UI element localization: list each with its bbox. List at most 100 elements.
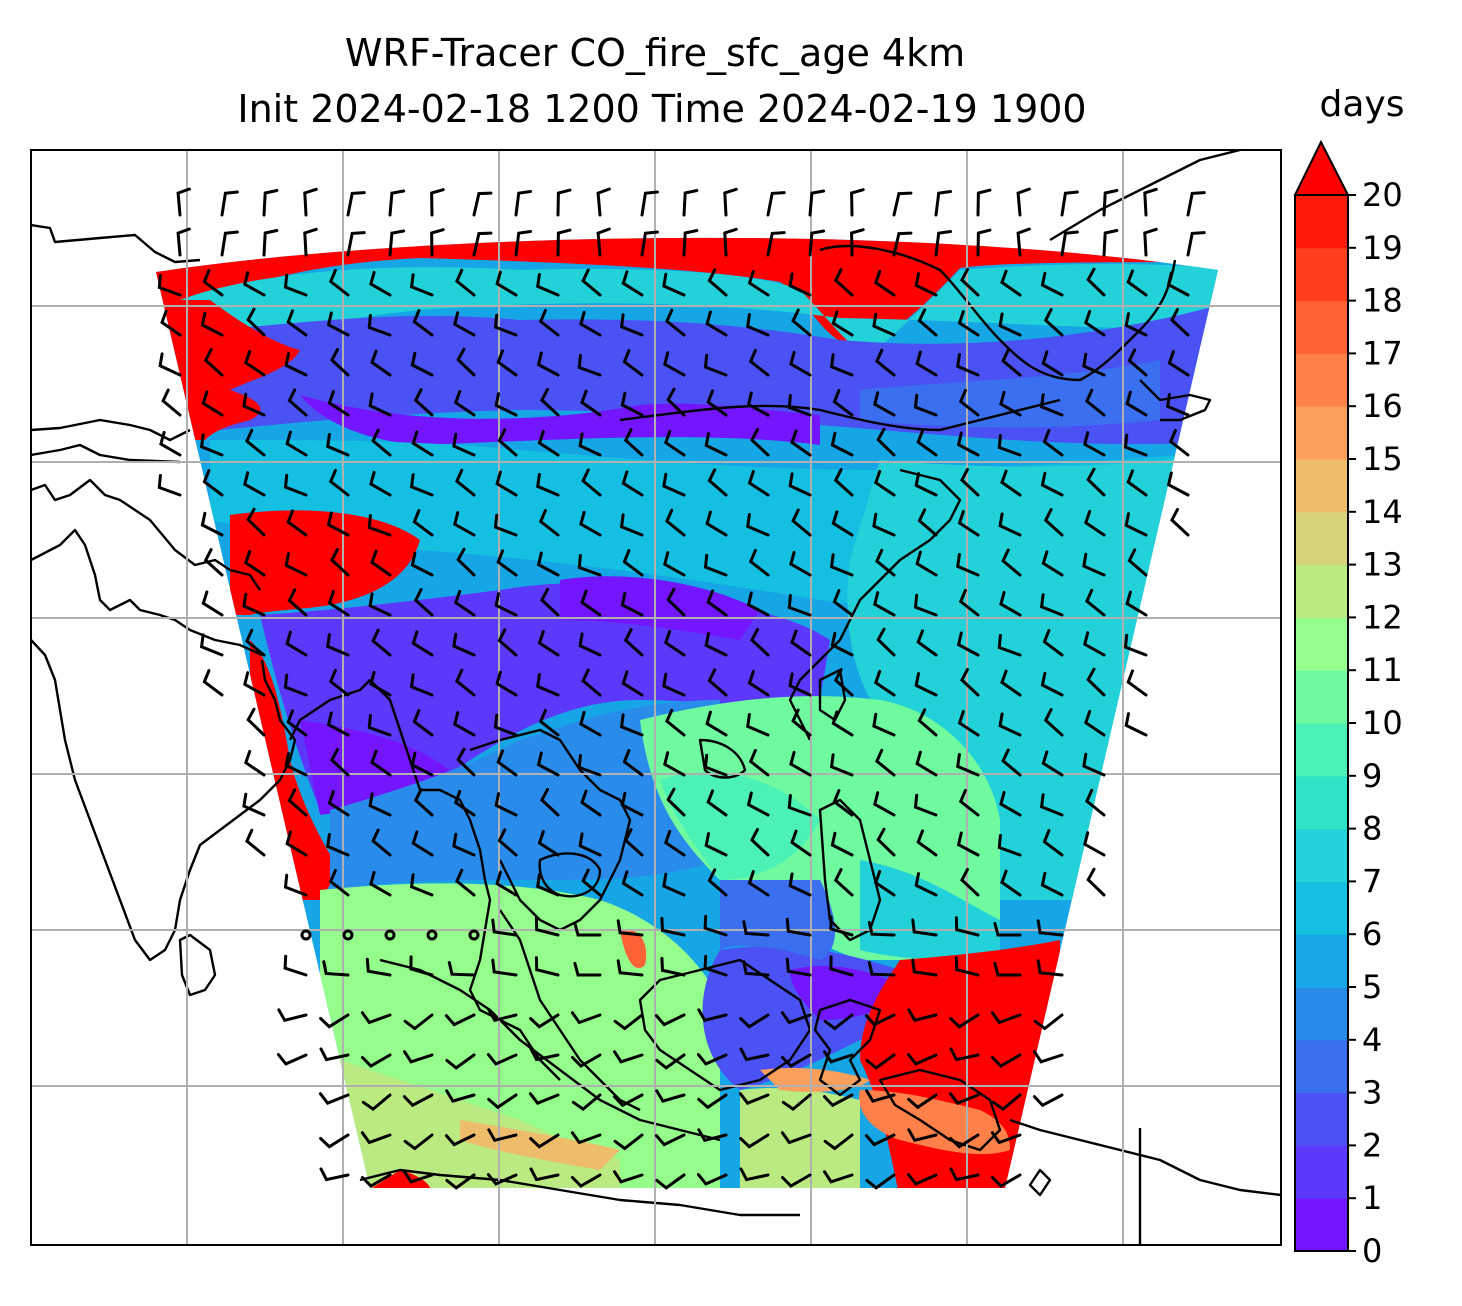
wind-barb bbox=[328, 868, 350, 897]
wind-barb bbox=[703, 353, 728, 377]
wind-barb bbox=[697, 1093, 728, 1110]
wind-barb bbox=[283, 673, 308, 697]
wind-barb bbox=[537, 830, 560, 857]
wind-barb bbox=[361, 1053, 392, 1068]
wind-barb bbox=[723, 227, 738, 257]
wind-barb bbox=[660, 956, 686, 977]
wind-barb bbox=[907, 1008, 938, 1023]
coastline-sulawesi bbox=[813, 998, 882, 1097]
wind-barb bbox=[706, 789, 728, 817]
wind-barb bbox=[1170, 507, 1190, 537]
wind-barb bbox=[529, 1013, 560, 1029]
wind-barb bbox=[1143, 187, 1158, 217]
wind-barb bbox=[203, 548, 224, 577]
wind-barb bbox=[1082, 752, 1106, 777]
wind-barb bbox=[388, 229, 406, 257]
wind-barb bbox=[781, 1173, 812, 1188]
wind-barb bbox=[556, 188, 572, 217]
wind-barb bbox=[455, 668, 476, 697]
wind-barb bbox=[157, 274, 182, 297]
wind-barb bbox=[916, 429, 938, 457]
wind-barb bbox=[455, 268, 476, 297]
wind-barb bbox=[666, 787, 686, 817]
wind-barb bbox=[159, 430, 182, 457]
wind-barb bbox=[1000, 869, 1022, 897]
colorbar-cell bbox=[1295, 934, 1348, 988]
wind-barb bbox=[747, 270, 770, 297]
wind-barb bbox=[703, 954, 728, 977]
wind-barb bbox=[319, 1133, 350, 1149]
wind-barb bbox=[616, 959, 644, 977]
wind-barb bbox=[487, 1008, 518, 1023]
wind-barb bbox=[286, 509, 308, 537]
coastline-sri-lanka bbox=[178, 933, 217, 997]
wind-barb bbox=[453, 711, 476, 737]
wind-barb bbox=[577, 554, 602, 577]
wind-barb bbox=[1001, 748, 1022, 777]
wind-barb bbox=[318, 1092, 350, 1106]
field-cyan-north bbox=[180, 264, 1218, 360]
wind-barb bbox=[664, 429, 686, 457]
wind-barb bbox=[914, 472, 938, 497]
wind-barb bbox=[865, 1053, 896, 1070]
wind-barb bbox=[452, 832, 476, 857]
wind-barb bbox=[788, 872, 812, 897]
wind-barb bbox=[578, 832, 602, 857]
wind-barb bbox=[596, 227, 611, 257]
field-red-north bbox=[156, 237, 1218, 350]
wind-barb bbox=[1039, 593, 1064, 617]
wind-barb bbox=[430, 188, 445, 217]
coastline-small-island bbox=[1028, 1168, 1052, 1197]
wind-barb bbox=[746, 591, 770, 617]
wind-barb bbox=[831, 710, 854, 737]
wind-barb bbox=[361, 1093, 392, 1111]
wind-barb bbox=[739, 1013, 770, 1029]
wind-barb bbox=[371, 628, 392, 657]
wind-barb bbox=[623, 428, 644, 457]
wind-barb bbox=[993, 921, 1022, 937]
wind-barb bbox=[447, 961, 476, 977]
wind-barb bbox=[330, 347, 350, 377]
wind-barb bbox=[487, 1093, 518, 1110]
wind-barb bbox=[410, 551, 434, 577]
wind-barb bbox=[704, 832, 728, 857]
wind-barb bbox=[402, 1093, 434, 1108]
wind-barb bbox=[997, 834, 1022, 857]
colorbar-cell bbox=[1295, 564, 1348, 618]
coastline-java bbox=[359, 1168, 800, 1217]
wind-barb-calm bbox=[384, 929, 396, 941]
wind-barb bbox=[789, 350, 812, 377]
wind-barb bbox=[1166, 271, 1190, 297]
wind-barb bbox=[303, 187, 318, 217]
wind-barb bbox=[622, 749, 644, 777]
wind-barb bbox=[472, 191, 493, 217]
wind-barb bbox=[958, 788, 980, 817]
wind-barb bbox=[613, 1013, 644, 1031]
wind-barb-calm bbox=[300, 929, 312, 941]
wind-barb bbox=[706, 389, 728, 417]
wind-barb bbox=[1000, 669, 1022, 697]
wind-barbs bbox=[157, 187, 1206, 1190]
wind-barb bbox=[915, 550, 938, 577]
wind-barb bbox=[495, 470, 518, 497]
map-frame bbox=[30, 149, 1282, 1246]
colorbar-extend-arrow bbox=[1293, 139, 1350, 196]
wind-barb bbox=[1040, 871, 1064, 897]
wind-barb bbox=[220, 190, 239, 217]
wind-barb bbox=[158, 352, 182, 377]
wind-barb bbox=[409, 873, 434, 897]
wind-barb bbox=[494, 792, 518, 817]
wind-barb bbox=[403, 1170, 434, 1184]
wind-barb bbox=[956, 431, 980, 457]
wind-barb bbox=[833, 468, 854, 497]
wind-barb bbox=[176, 187, 191, 217]
wind-barb bbox=[202, 469, 224, 497]
colorbar-tick-label: 8 bbox=[1362, 810, 1382, 848]
wind-barb bbox=[369, 470, 392, 497]
wind-barb bbox=[1033, 1013, 1064, 1031]
wind-barb bbox=[330, 547, 350, 577]
wind-barb bbox=[327, 790, 350, 817]
wind-barb bbox=[998, 512, 1022, 537]
wind-barb bbox=[454, 589, 476, 617]
